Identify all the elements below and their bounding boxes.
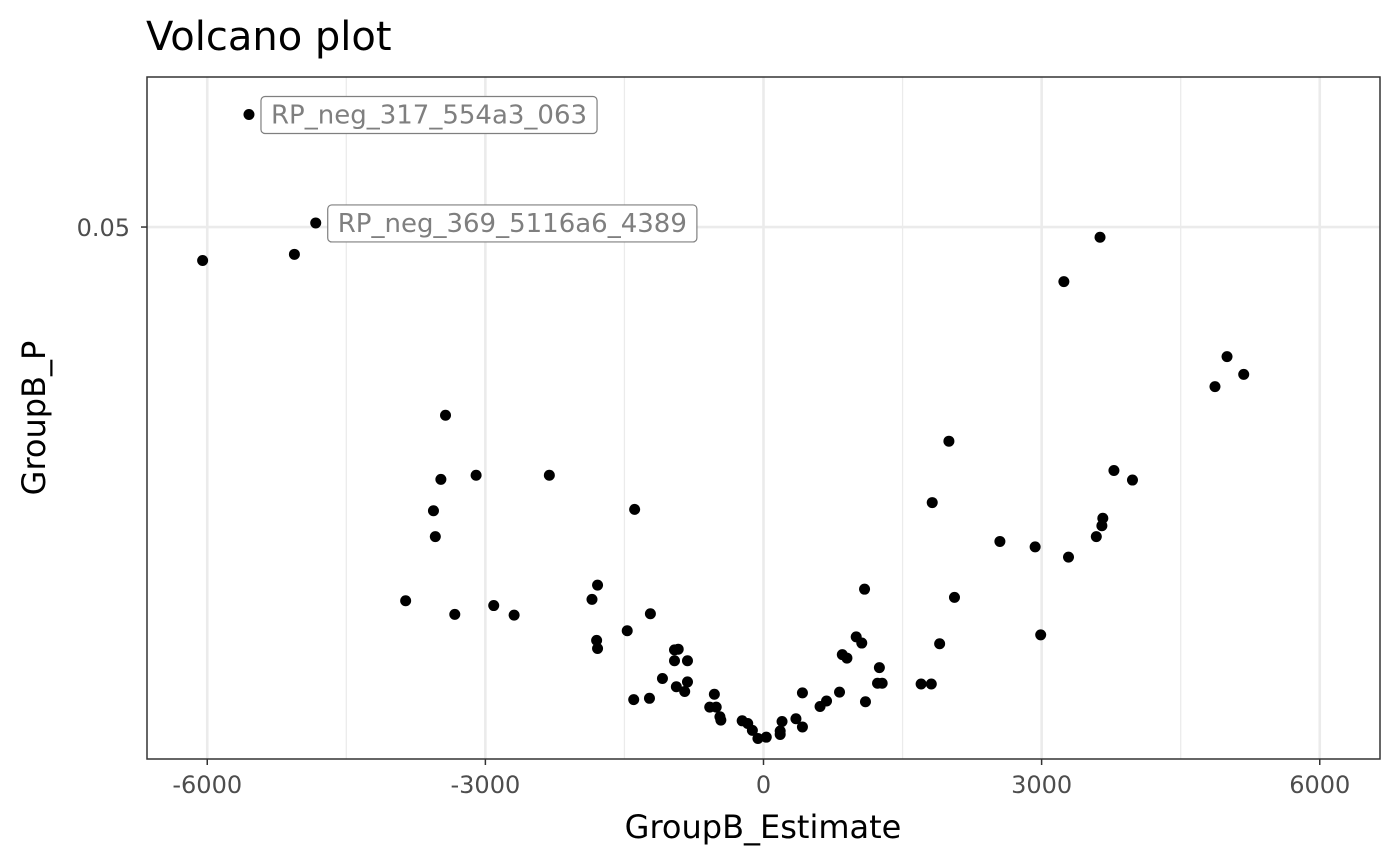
- data-point: [592, 643, 604, 655]
- data-point: [841, 652, 853, 664]
- data-point: [1126, 474, 1138, 486]
- data-point: [591, 634, 603, 646]
- data-point: [934, 638, 946, 650]
- data-point: [760, 731, 772, 743]
- data-point: [1238, 368, 1250, 380]
- data-point: [715, 714, 727, 726]
- data-point: [834, 686, 846, 698]
- data-point: [488, 600, 500, 612]
- data-point: [679, 685, 691, 697]
- data-point: [856, 637, 868, 649]
- data-point: [449, 608, 461, 620]
- point-label-text: RP_neg_317_554a3_063: [271, 101, 587, 131]
- data-point: [776, 715, 788, 727]
- x-axis-title: GroupB_Estimate: [625, 808, 902, 846]
- data-point: [669, 655, 681, 667]
- data-point: [470, 469, 482, 481]
- data-point: [628, 694, 640, 706]
- data-point: [197, 254, 209, 266]
- data-point: [796, 721, 808, 733]
- chart-title: Volcano plot: [146, 14, 392, 60]
- data-point: [508, 609, 520, 621]
- data-points: [197, 109, 1250, 745]
- gridlines: [147, 77, 1380, 759]
- y-tick-label: 0.05: [77, 214, 130, 242]
- data-point: [643, 692, 655, 704]
- data-point: [243, 109, 255, 121]
- data-point: [708, 688, 720, 700]
- data-point: [915, 678, 927, 690]
- data-point: [746, 724, 758, 736]
- data-point: [1058, 276, 1070, 288]
- point-label-text: RP_neg_369_5116a6_4389: [338, 209, 687, 239]
- data-point: [644, 608, 656, 620]
- data-point: [814, 700, 826, 712]
- data-point: [543, 469, 555, 481]
- x-tick-label: 3000: [1011, 771, 1072, 799]
- data-point: [710, 701, 722, 713]
- data-point: [796, 687, 808, 699]
- data-point: [1029, 541, 1041, 553]
- data-point: [926, 497, 938, 509]
- data-point: [1094, 231, 1106, 243]
- data-point: [1063, 551, 1075, 563]
- data-point: [948, 591, 960, 603]
- data-point: [670, 681, 682, 693]
- data-point: [429, 531, 441, 543]
- data-point: [629, 503, 641, 515]
- data-point: [925, 678, 937, 690]
- data-point: [859, 696, 871, 708]
- data-point: [876, 677, 888, 689]
- data-point: [752, 733, 764, 745]
- axis-ticks: -6000 -3000 0 3000 6000 0.05: [77, 214, 1351, 799]
- x-tick-label: -6000: [172, 771, 242, 799]
- data-point: [621, 625, 633, 637]
- x-tick-label: 6000: [1289, 771, 1350, 799]
- data-point: [859, 583, 871, 595]
- y-axis-title: GroupB_P: [15, 341, 53, 496]
- data-point: [873, 662, 885, 674]
- data-point: [1090, 531, 1102, 543]
- data-point: [656, 673, 668, 685]
- point-label-box: [327, 204, 698, 243]
- data-point: [310, 217, 322, 229]
- data-point: [1221, 351, 1233, 363]
- data-point: [681, 676, 693, 688]
- data-point: [400, 595, 412, 607]
- data-point: [672, 643, 684, 655]
- data-point: [592, 579, 604, 591]
- data-point: [1108, 465, 1120, 477]
- data-point: [1096, 520, 1108, 532]
- data-point: [943, 435, 955, 447]
- data-point: [586, 593, 598, 605]
- data-point: [681, 655, 693, 667]
- data-point: [1209, 381, 1221, 393]
- data-point: [994, 535, 1006, 547]
- x-tick-label: -3000: [451, 771, 521, 799]
- data-point: [440, 409, 452, 421]
- data-point: [790, 713, 802, 725]
- data-point: [774, 728, 786, 740]
- point-label: RP_neg_317_554a3_063: [260, 95, 598, 135]
- data-point: [427, 505, 439, 517]
- data-point: [288, 248, 300, 260]
- data-point: [435, 473, 447, 485]
- data-point: [1035, 629, 1047, 641]
- point-label: RP_neg_369_5116a6_4389: [327, 204, 698, 243]
- x-tick-label: 0: [756, 771, 771, 799]
- point-labels: RP_neg_317_554a3_063 RP_neg_369_5116a6_43…: [260, 95, 698, 243]
- point-label-box: [260, 95, 598, 135]
